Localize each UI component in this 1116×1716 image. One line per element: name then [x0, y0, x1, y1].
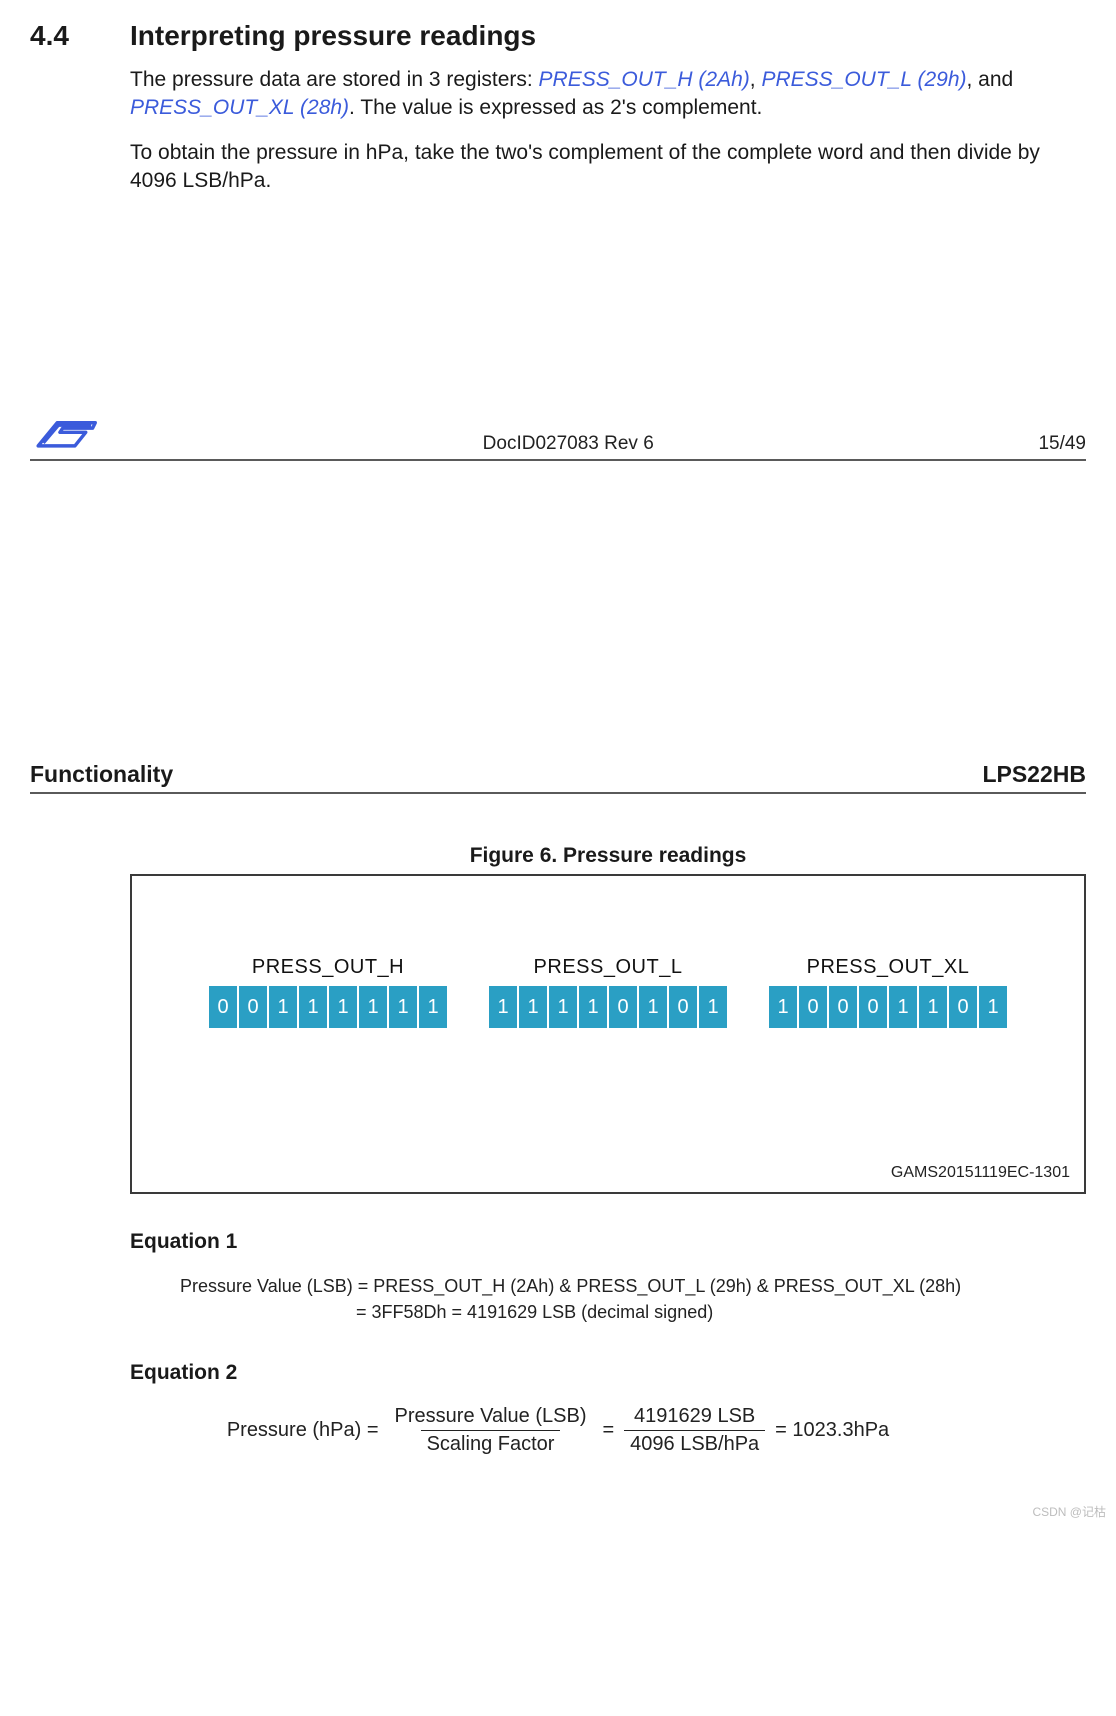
p1-text-d: . The value is expressed as 2's compleme…: [349, 96, 762, 119]
eq2-rhs: = 1023.3hPa: [775, 1419, 889, 1442]
bit-row: 11110101: [488, 985, 728, 1029]
register-label: PRESS_OUT_H: [252, 956, 404, 979]
eq2-frac1: Pressure Value (LSB) Scaling Factor: [389, 1405, 593, 1456]
bit-cell: 0: [608, 985, 638, 1029]
bit-cell: 1: [298, 985, 328, 1029]
register-link-press-out-xl[interactable]: PRESS_OUT_XL (28h): [130, 96, 349, 119]
paragraph-2: To obtain the pressure in hPa, take the …: [130, 139, 1086, 196]
bit-cell: 1: [768, 985, 798, 1029]
register-row: PRESS_OUT_H00111111PRESS_OUT_L11110101PR…: [132, 956, 1084, 1029]
eq2-frac2-den: 4096 LSB/hPa: [624, 1430, 765, 1456]
bit-cell: 0: [238, 985, 268, 1029]
equation-2-heading: Equation 2: [130, 1361, 1086, 1385]
figure-code: GAMS20151119EC-1301: [891, 1164, 1070, 1182]
eq2-lhs: Pressure (hPa) =: [227, 1419, 379, 1442]
section-title: Interpreting pressure readings: [130, 20, 536, 52]
section-number: 4.4: [30, 20, 130, 52]
watermark: CSDN @记枯: [1032, 1503, 1106, 1520]
equation-2-body: Pressure (hPa) = Pressure Value (LSB) Sc…: [30, 1405, 1086, 1456]
p1-text-a: The pressure data are stored in 3 regist…: [130, 68, 539, 91]
register-label: PRESS_OUT_L: [534, 956, 683, 979]
register-column: PRESS_OUT_H00111111: [208, 956, 448, 1029]
bit-cell: 1: [918, 985, 948, 1029]
bit-cell: 1: [268, 985, 298, 1029]
eq2-frac1-num: Pressure Value (LSB): [389, 1405, 593, 1430]
bit-cell: 0: [208, 985, 238, 1029]
st-logo-icon: [30, 415, 98, 455]
register-link-press-out-h[interactable]: PRESS_OUT_H (2Ah): [539, 68, 750, 91]
bit-cell: 1: [328, 985, 358, 1029]
register-column: PRESS_OUT_XL10001101: [768, 956, 1008, 1029]
bit-cell: 1: [578, 985, 608, 1029]
bit-cell: 1: [978, 985, 1008, 1029]
bit-cell: 1: [698, 985, 728, 1029]
equation-1-line1: Pressure Value (LSB) = PRESS_OUT_H (2Ah)…: [180, 1274, 1086, 1299]
bit-cell: 1: [518, 985, 548, 1029]
equation-1-body: Pressure Value (LSB) = PRESS_OUT_H (2Ah)…: [180, 1274, 1086, 1324]
page-footer: DocID027083 Rev 6 15/49: [30, 415, 1086, 461]
bit-cell: 1: [418, 985, 448, 1029]
bit-cell: 0: [948, 985, 978, 1029]
page2-header: Functionality LPS22HB: [30, 761, 1086, 794]
bit-cell: 1: [488, 985, 518, 1029]
bit-cell: 0: [828, 985, 858, 1029]
eq2-eq1: =: [602, 1419, 614, 1442]
section-body: The pressure data are stored in 3 regist…: [130, 66, 1086, 195]
equation-1-line2: = 3FF58Dh = 4191629 LSB (decimal signed): [180, 1300, 1086, 1325]
doc-id: DocID027083 Rev 6: [98, 433, 1038, 455]
bit-cell: 0: [798, 985, 828, 1029]
bit-cell: 0: [858, 985, 888, 1029]
figure-box: PRESS_OUT_H00111111PRESS_OUT_L11110101PR…: [130, 874, 1086, 1194]
bit-cell: 1: [388, 985, 418, 1029]
p1-text-c: , and: [967, 68, 1014, 91]
bit-row: 10001101: [768, 985, 1008, 1029]
page-number: 15/49: [1038, 433, 1086, 455]
bit-cell: 1: [548, 985, 578, 1029]
bit-cell: 1: [638, 985, 668, 1029]
page2-header-right: LPS22HB: [982, 761, 1086, 788]
section-heading: 4.4 Interpreting pressure readings: [30, 20, 1086, 52]
paragraph-1: The pressure data are stored in 3 regist…: [130, 66, 1086, 123]
register-link-press-out-l[interactable]: PRESS_OUT_L (29h): [761, 68, 966, 91]
bit-cell: 1: [358, 985, 388, 1029]
bit-row: 00111111: [208, 985, 448, 1029]
p1-text-b: ,: [750, 68, 762, 91]
figure-caption: Figure 6. Pressure readings: [130, 844, 1086, 868]
eq2-frac1-den: Scaling Factor: [421, 1430, 561, 1456]
eq2-frac2: 4191629 LSB 4096 LSB/hPa: [624, 1405, 765, 1456]
equation-1-heading: Equation 1: [130, 1230, 1086, 1254]
register-label: PRESS_OUT_XL: [807, 956, 970, 979]
bit-cell: 0: [668, 985, 698, 1029]
register-column: PRESS_OUT_L11110101: [488, 956, 728, 1029]
bit-cell: 1: [888, 985, 918, 1029]
eq2-frac2-num: 4191629 LSB: [628, 1405, 761, 1430]
page2-header-left: Functionality: [30, 761, 173, 788]
